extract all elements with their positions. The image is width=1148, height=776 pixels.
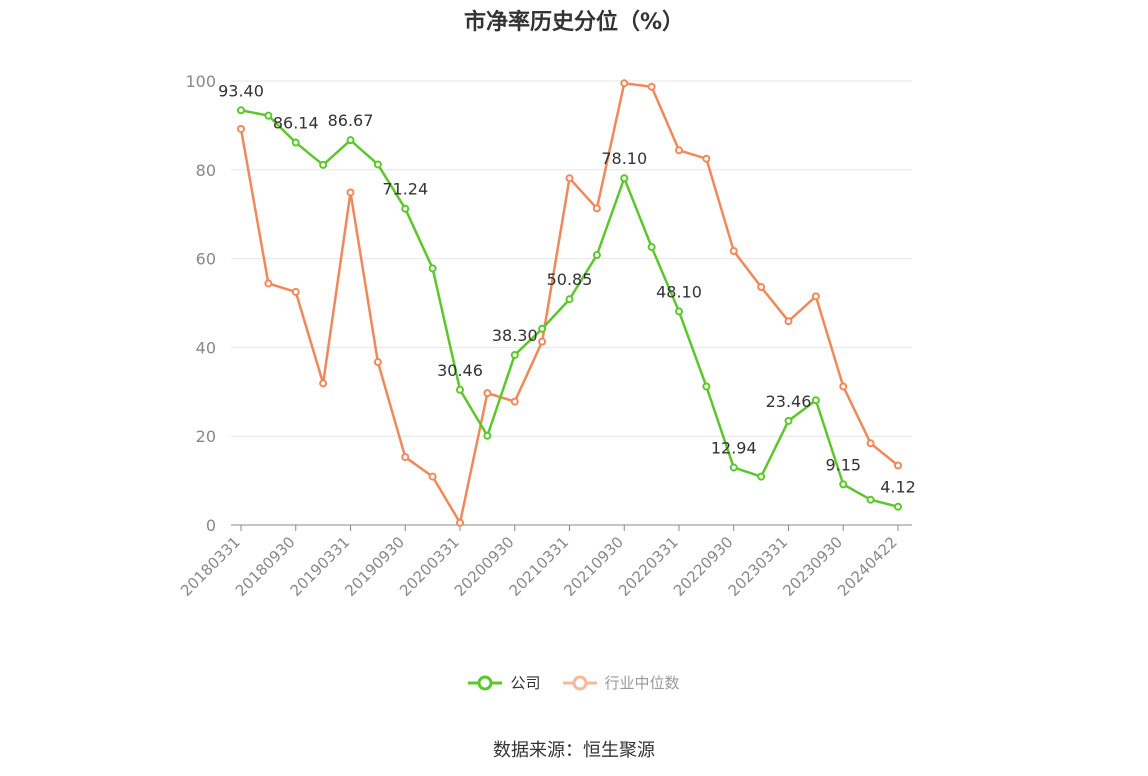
industry-point	[757, 283, 766, 292]
company-point	[346, 136, 355, 145]
industry-point	[866, 439, 875, 448]
industry-point	[784, 317, 793, 326]
pb-percentile-chart: 0 20 40 60 80 100 201803312018093020190331201…	[177, 72, 916, 600]
legend-label-industry: 行业中位数	[604, 674, 680, 692]
data-label: 78.10	[601, 149, 647, 168]
y-tick-label: 0	[206, 516, 216, 535]
industry-point	[373, 358, 382, 367]
company-point	[291, 138, 300, 147]
data-label: 23.46	[766, 392, 812, 411]
data-label: 71.24	[382, 180, 428, 199]
company-point	[675, 307, 683, 316]
y-tick-label: 20	[196, 427, 216, 446]
industry-point	[538, 337, 547, 346]
industry-point	[346, 188, 355, 197]
industry-point	[291, 287, 300, 296]
company-point	[811, 396, 820, 405]
company-point	[839, 480, 848, 489]
data-label: 48.10	[656, 282, 702, 301]
company-point	[510, 350, 519, 359]
company-point	[565, 295, 574, 304]
legend: 公司 行业中位数	[0, 672, 1148, 693]
legend-line-circle-icon	[468, 675, 503, 690]
legend-label-company: 公司	[510, 674, 541, 692]
company-point	[866, 495, 875, 504]
industry-point	[565, 174, 574, 183]
company-point	[483, 431, 492, 440]
industry-series	[237, 79, 902, 527]
industry-point	[428, 472, 437, 481]
company-series	[237, 106, 902, 511]
data-label: 38.30	[492, 326, 538, 345]
x-tick-label: 20240422	[834, 533, 901, 600]
company-point	[592, 251, 601, 260]
company-point	[456, 385, 464, 394]
company-point	[264, 111, 273, 120]
legend-item-industry[interactable]: 行业中位数	[562, 672, 680, 693]
industry-point	[237, 124, 245, 133]
chart-title: 市净率历史分位（%）	[463, 10, 685, 35]
company-point	[538, 324, 547, 333]
industry-point	[702, 154, 711, 163]
data-label: 93.40	[218, 81, 264, 100]
company-point	[702, 382, 711, 391]
company-point	[894, 502, 902, 511]
industry-point	[401, 453, 410, 462]
company-point	[620, 174, 629, 183]
data-label: 4.12	[880, 478, 916, 497]
company-point	[401, 204, 410, 213]
industry-point	[592, 204, 601, 213]
company-point	[428, 264, 437, 273]
company-point	[237, 106, 245, 115]
y-tick-label: 80	[196, 161, 216, 180]
industry-point	[839, 382, 848, 391]
y-tick-label: 100	[185, 72, 216, 91]
y-tick-label: 40	[196, 338, 216, 357]
company-point	[373, 160, 382, 169]
industry-point	[510, 397, 519, 406]
industry-point	[264, 279, 273, 288]
data-label: 12.94	[711, 439, 757, 458]
y-tick-label: 60	[196, 250, 216, 269]
grid-lines	[231, 80, 912, 437]
industry-point	[729, 247, 738, 256]
data-labels: 93.40 86.14 86.67 71.24 30.46 38.30 50.85 78.10…	[218, 81, 916, 496]
data-label: 86.14	[273, 114, 319, 133]
data-label: 50.85	[547, 270, 593, 289]
legend-item-company[interactable]: 公司	[468, 672, 541, 693]
y-axis-ticks: 0 20 40 60 80 100	[185, 72, 216, 535]
industry-point	[647, 82, 656, 91]
x-axis: 2018033120180930201903312019093020200331…	[177, 524, 912, 600]
legend-line-circle-icon	[562, 675, 597, 690]
industry-point	[620, 79, 629, 88]
industry-point	[319, 379, 328, 388]
company-point	[319, 160, 328, 169]
company-point	[757, 472, 766, 481]
company-point	[729, 463, 738, 472]
company-point	[647, 243, 656, 252]
industry-point	[456, 518, 464, 527]
data-source: 数据来源：恒生聚源	[493, 740, 655, 761]
industry-point	[894, 461, 902, 470]
data-label: 30.46	[437, 361, 483, 380]
data-label: 9.15	[825, 455, 861, 474]
industry-point	[811, 292, 820, 301]
data-label: 86.67	[328, 111, 374, 130]
industry-point	[483, 389, 492, 398]
company-point	[784, 416, 793, 425]
industry-point	[675, 146, 683, 155]
